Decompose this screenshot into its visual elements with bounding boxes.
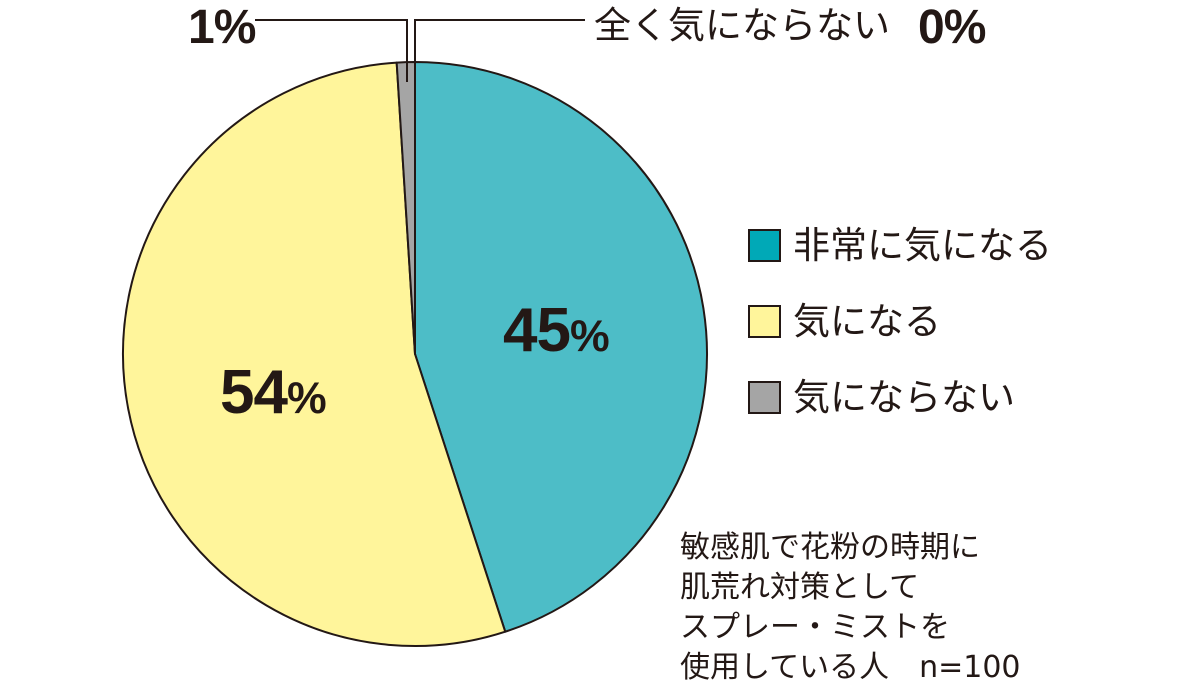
value-number: 54 [220, 358, 288, 427]
leader-line-0pct [414, 19, 585, 82]
sample-size: n=100 [919, 650, 1021, 685]
slice-label-very-concerned: 45% [503, 300, 610, 362]
legend-label: 気にならない [793, 375, 1015, 419]
note-line: 敏感肌で花粉の時期に [680, 530, 980, 565]
legend-item-concerned: 気になる [748, 283, 1052, 359]
value-number: 0 [918, 1, 945, 54]
legend-item-very-concerned: 非常に気になる [748, 207, 1052, 283]
legend-label: 気になる [793, 299, 941, 343]
value-unit: % [286, 374, 327, 423]
value-unit: % [213, 1, 257, 54]
slice-very-concerned [414, 61, 708, 633]
value-unit: % [569, 312, 610, 361]
legend-swatch-gray [748, 380, 781, 414]
legend-swatch-teal [748, 228, 781, 262]
note-line-text: 使用している人 [680, 650, 890, 685]
slice-label-not-at-all: 0% [918, 1, 987, 54]
legend-swatch-yellow [748, 304, 781, 338]
value-unit: % [943, 1, 987, 54]
note-line: スプレー・ミストを [680, 610, 950, 645]
value-number: 45 [503, 296, 571, 365]
slice-label-not-concerned: 1% [188, 1, 257, 54]
callout-not-at-all-label: 全く気にならない [594, 4, 890, 47]
legend-item-not-concerned: 気にならない [748, 359, 1052, 435]
note-line-last: 使用している人 n=100 [680, 648, 1021, 688]
survey-note: 敏感肌で花粉の時期に 肌荒れ対策として スプレー・ミストを 使用している人 n=1… [680, 528, 1021, 688]
pie-slices [122, 61, 708, 647]
legend: 非常に気になる 気になる 気にならない [748, 207, 1052, 435]
value-number: 1 [188, 1, 215, 54]
leader-line-1pct [255, 19, 408, 82]
legend-label: 非常に気になる [793, 223, 1052, 267]
slice-concerned [122, 61, 507, 647]
note-line: 肌荒れ対策として [680, 570, 920, 605]
slice-label-concerned: 54% [220, 362, 327, 424]
